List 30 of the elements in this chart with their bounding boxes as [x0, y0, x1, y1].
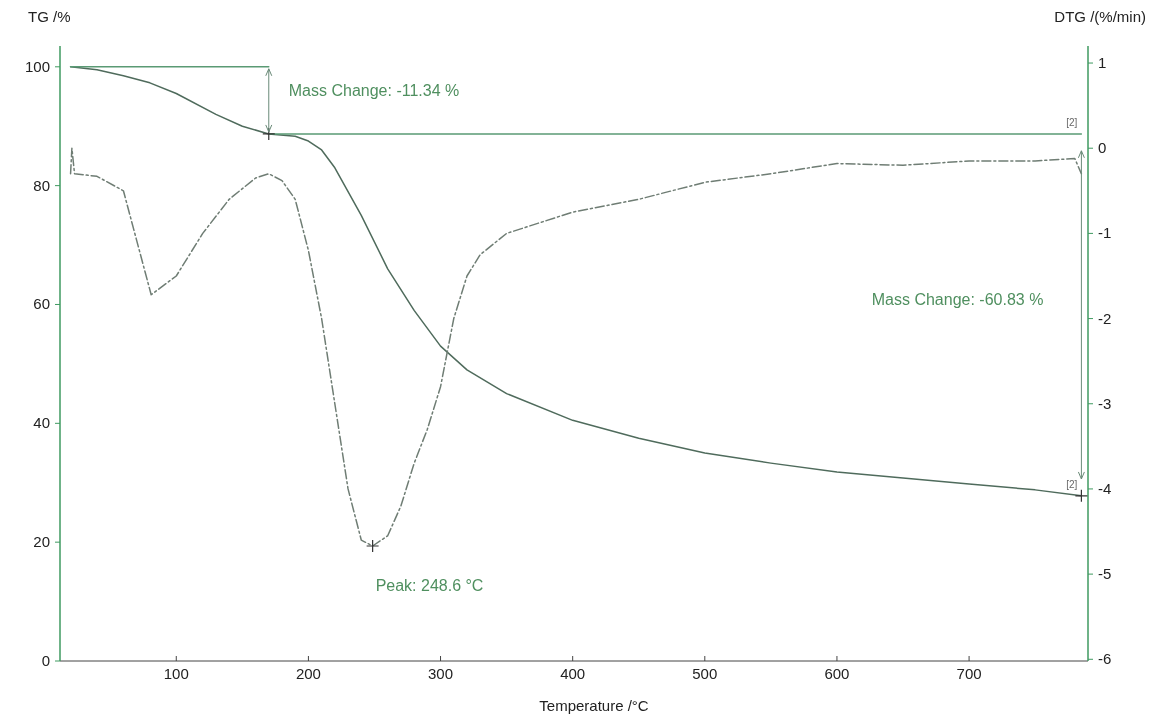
annotation: [2] — [1066, 116, 1078, 128]
y2-tick-label: -3 — [1098, 394, 1112, 412]
x-tick-label: 500 — [692, 665, 718, 682]
x-tick-label: 600 — [824, 665, 850, 682]
y-tick-label: 60 — [33, 295, 50, 313]
y-tick-label: 40 — [33, 414, 50, 432]
y-tick-label: 0 — [41, 652, 50, 669]
y2-axis-title: DTG /(%/min) — [1054, 8, 1146, 25]
y-axis-title: TG /% — [28, 8, 71, 25]
y2-tick-label: -1 — [1098, 224, 1112, 242]
y2-tick-label: -4 — [1098, 479, 1112, 497]
annotation: Mass Change: -11.34 % — [288, 82, 460, 100]
y2-tick-label: -2 — [1098, 309, 1112, 327]
x-tick-label: 100 — [163, 665, 189, 682]
y2-tick-label: 0 — [1098, 139, 1107, 157]
x-tick-label: 300 — [428, 665, 454, 682]
x-tick-label: 200 — [295, 665, 321, 682]
y2-tick-label: -6 — [1098, 650, 1112, 668]
annotation: [2] — [1066, 478, 1078, 490]
line-series — [69, 147, 1083, 547]
y-tick-label: 100 — [24, 57, 50, 75]
y-tick-label: 20 — [33, 533, 50, 551]
x-tick-label: 400 — [560, 665, 586, 682]
annotation: Peak: 248.6 °C — [375, 577, 484, 595]
x-axis-title: Temperature /°C — [539, 697, 649, 714]
y2-tick-label: 1 — [1098, 54, 1107, 72]
y2-tick-label: -5 — [1098, 565, 1112, 583]
annotation: Mass Change: -60.83 % — [871, 290, 1044, 308]
x-tick-label: 700 — [956, 665, 982, 682]
y-tick-label: 80 — [33, 176, 50, 194]
